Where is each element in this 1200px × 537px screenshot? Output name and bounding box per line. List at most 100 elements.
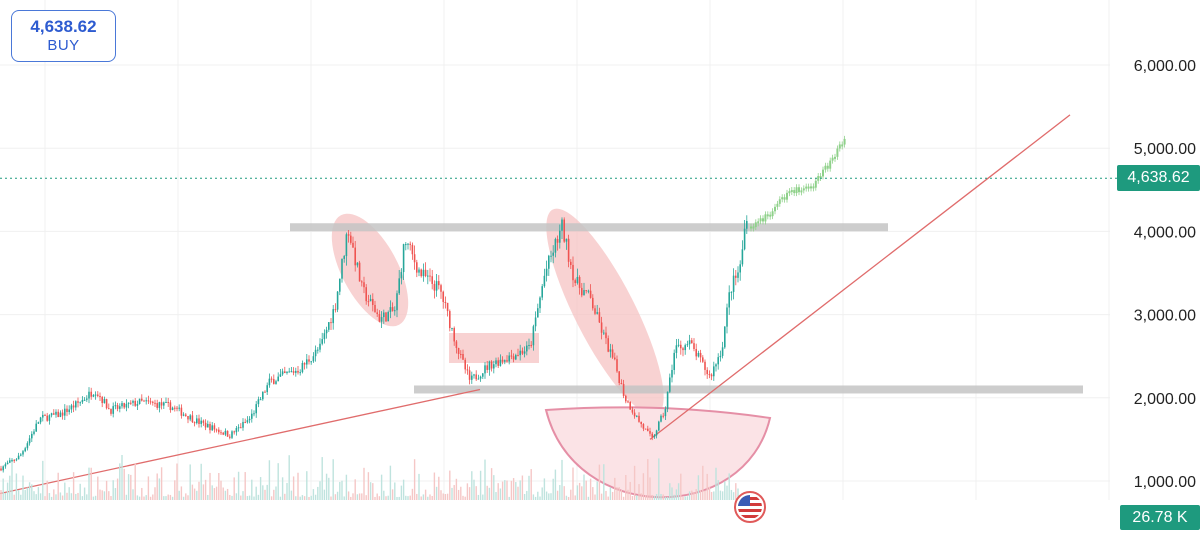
candle-body <box>279 374 282 377</box>
volume-bar <box>70 493 73 500</box>
volume-bar <box>682 496 684 500</box>
volume-bar <box>585 480 587 500</box>
volume-bar <box>640 493 642 500</box>
volume-bar <box>226 488 229 500</box>
candle-body <box>699 352 702 358</box>
volume-bar <box>449 470 451 500</box>
volume-bar <box>81 496 84 500</box>
candle-body <box>561 219 563 231</box>
volume-bar <box>710 491 713 500</box>
candle-body <box>44 414 46 416</box>
candle-body <box>312 356 315 362</box>
candle-body <box>488 361 491 370</box>
candle-body <box>424 269 427 277</box>
volume-bar <box>504 480 506 500</box>
candle-body <box>603 332 605 334</box>
volume-bar <box>673 494 675 500</box>
volume-bar <box>347 491 350 500</box>
volume-bar <box>477 494 480 500</box>
candle-body <box>350 235 352 243</box>
volume-bar <box>358 493 361 500</box>
volume-bar <box>90 467 92 500</box>
candle-body <box>512 356 515 360</box>
volume-bar <box>499 488 502 500</box>
volume-bar <box>127 474 130 500</box>
volume-bar <box>638 484 640 500</box>
candle-body <box>204 422 207 428</box>
candle-body <box>218 429 220 433</box>
candle-body <box>440 285 442 292</box>
candle-body <box>537 308 539 318</box>
volume-bar <box>224 490 227 500</box>
volume-tag: 26.78 K <box>1120 505 1200 530</box>
volume-bar <box>715 467 717 500</box>
candle-body <box>191 415 194 423</box>
volume-bar <box>380 474 383 500</box>
candle-body <box>471 375 473 380</box>
candle-body <box>422 269 425 277</box>
candle-body <box>515 355 517 360</box>
volume-bar <box>548 493 550 500</box>
candle-body <box>374 304 376 313</box>
volume-bar <box>204 479 207 500</box>
candle-body <box>9 460 11 463</box>
candle-body <box>444 301 447 303</box>
volume-bar <box>215 486 218 500</box>
candle-body <box>435 281 438 291</box>
candle-body <box>290 371 293 373</box>
candle-body <box>611 349 614 358</box>
volume-bar <box>321 457 323 500</box>
candle-body <box>237 427 240 429</box>
volume-bar <box>191 484 194 500</box>
candle-body <box>466 369 469 371</box>
volume-bar <box>598 464 601 500</box>
volume-bar <box>508 496 510 500</box>
candle-body <box>402 244 405 273</box>
grid <box>0 0 1110 500</box>
volume-bar <box>680 473 682 500</box>
volume-bar <box>625 475 627 500</box>
candle-body <box>664 408 667 417</box>
candle-body <box>523 351 526 354</box>
volume-bar <box>424 489 427 500</box>
volume-bar <box>600 493 603 500</box>
volume-bar <box>152 494 154 500</box>
volume-bar <box>453 485 455 500</box>
volume-bar <box>174 480 176 500</box>
volume-bar <box>301 495 304 500</box>
candle-body <box>662 415 664 417</box>
candle-body <box>358 262 361 282</box>
candle-body <box>398 278 400 294</box>
volume-bar <box>510 480 513 500</box>
us-flag-icon[interactable] <box>734 491 766 523</box>
volume-bar <box>125 494 128 500</box>
candle-body <box>103 399 106 404</box>
candle-body <box>31 433 33 439</box>
candle-body <box>240 427 242 429</box>
candle-body <box>39 417 42 423</box>
candle-body <box>53 413 55 415</box>
candle-body <box>301 363 304 373</box>
candle-body <box>405 244 407 246</box>
candle-body <box>154 402 156 404</box>
candle-body <box>330 322 332 324</box>
volume-bar <box>383 490 385 500</box>
y-tick-label: 4,000.00 <box>1134 224 1196 241</box>
candle-body <box>526 345 528 352</box>
candle-body <box>273 379 275 384</box>
volume-bar <box>339 481 341 500</box>
volume-bar <box>306 471 308 500</box>
volume-bar <box>97 476 99 500</box>
volume-bar <box>266 484 268 500</box>
candle-body <box>42 414 44 418</box>
candle-body <box>411 244 414 255</box>
volume-bar <box>583 474 585 500</box>
candle-body <box>266 385 268 393</box>
volume-bars <box>0 454 748 500</box>
volume-bar <box>361 493 363 500</box>
candle-body <box>79 402 81 404</box>
candle-body <box>64 408 66 416</box>
buy-button[interactable]: 4,638.62 BUY <box>11 10 116 62</box>
